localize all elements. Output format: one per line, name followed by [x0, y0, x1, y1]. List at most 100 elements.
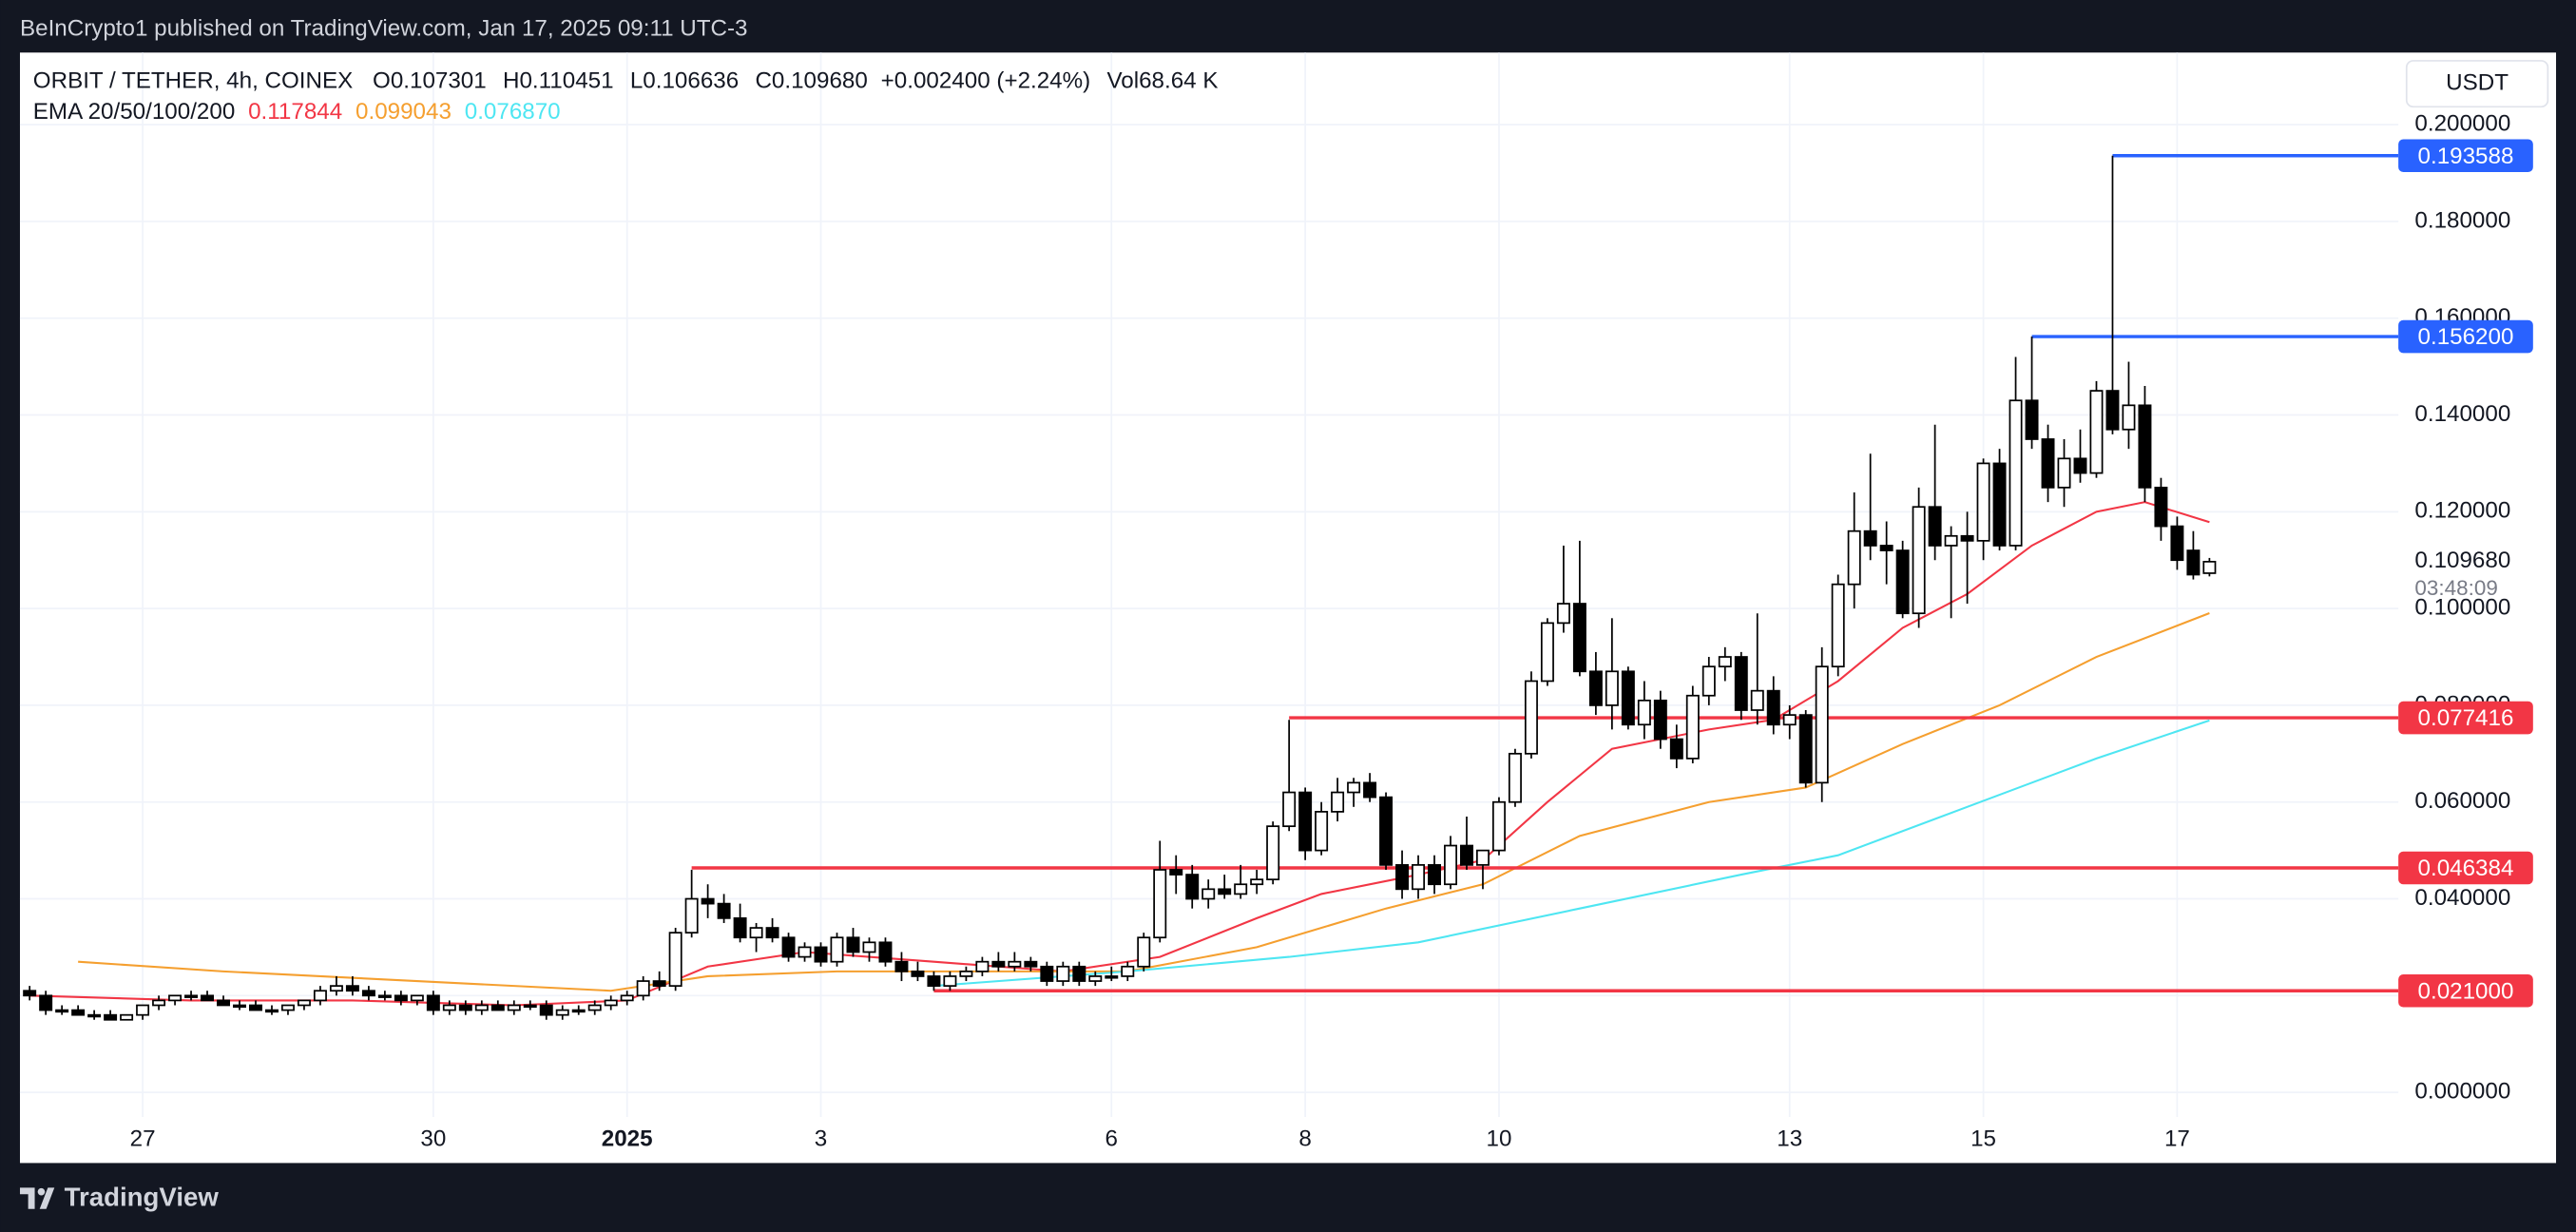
candle-body	[280, 1004, 295, 1011]
candle-body	[2057, 457, 2071, 489]
candle-body	[152, 999, 166, 1007]
candle-body	[249, 1004, 262, 1011]
level-label: 0.077416	[2418, 705, 2514, 731]
candle-body	[636, 980, 650, 997]
candle-body	[2089, 390, 2104, 474]
candle-body	[426, 994, 440, 1011]
ema-line	[78, 612, 2210, 992]
candle-body	[55, 1009, 69, 1013]
candle-body	[1831, 583, 1845, 668]
countdown: 03:48:09	[2414, 576, 2497, 600]
x-tick-label: 6	[1105, 1126, 1118, 1152]
currency-button[interactable]	[2405, 60, 2549, 108]
candle-body	[701, 897, 715, 905]
level-label-box	[2398, 973, 2533, 1008]
candle-body	[345, 985, 359, 992]
ohlc-key: C	[755, 68, 771, 94]
candle-body	[104, 1013, 118, 1021]
candle-body	[1701, 665, 1716, 697]
candle-body	[1315, 811, 1329, 852]
candle-body	[1944, 534, 1958, 547]
candle-body	[846, 936, 860, 953]
brand: TradingView	[65, 1183, 220, 1212]
candle-body	[765, 927, 779, 939]
candle-body	[2186, 549, 2201, 576]
candle-body	[1766, 689, 1780, 726]
candle-body	[1412, 864, 1426, 891]
candle-body	[1912, 506, 1926, 615]
x-tick-label: 15	[1970, 1126, 1996, 1152]
y-tick-label: 0.120000	[2414, 498, 2510, 524]
candle-body	[1976, 462, 1990, 542]
x-tick-label: 8	[1298, 1126, 1311, 1152]
last-price: 0.109680	[2414, 548, 2510, 573]
candle-body	[1428, 864, 1442, 886]
candle-body	[571, 1009, 586, 1013]
candle-body	[1734, 656, 1748, 711]
candle-body	[1782, 714, 1797, 726]
level-label-box	[2398, 851, 2533, 885]
candle-body	[1637, 699, 1651, 726]
candle-body	[361, 990, 375, 997]
candle-body	[1218, 888, 1232, 895]
x-tick-label: 3	[815, 1126, 827, 1152]
candle-body	[1508, 752, 1522, 803]
candle-body	[1234, 883, 1248, 895]
currency[interactable]: USDT	[2446, 70, 2509, 96]
candle-body	[490, 1004, 505, 1011]
candle-body	[1460, 844, 1473, 866]
ema-value: 0.117844	[248, 100, 342, 125]
candle-body	[201, 994, 215, 1002]
ohlc-key: O	[373, 68, 391, 94]
level-label: 0.193588	[2418, 144, 2514, 169]
candle-body	[264, 1009, 279, 1013]
candle-body	[1121, 965, 1135, 977]
candle-body	[1718, 656, 1732, 668]
candle-body	[474, 1004, 489, 1011]
candle-body	[1847, 529, 1861, 586]
candle-body	[2138, 404, 2152, 489]
candle-body	[120, 1013, 134, 1021]
y-tick-label: 0.180000	[2414, 207, 2510, 233]
ohlc-value: 0.109680	[772, 68, 868, 94]
candle-body	[814, 946, 828, 963]
candle-body	[894, 960, 909, 972]
candle-body	[604, 999, 618, 1007]
candle-body	[943, 975, 957, 987]
candle-body	[136, 1004, 150, 1016]
candle-body	[1750, 689, 1764, 711]
candle-body	[523, 1004, 537, 1009]
candle-body	[23, 990, 37, 997]
candle-body	[313, 990, 327, 1002]
candle-body	[2105, 390, 2120, 431]
candle-body	[2041, 438, 2055, 489]
y-tick-label: 0.000000	[2414, 1079, 2510, 1105]
candle-body	[1088, 975, 1103, 982]
candle-body	[555, 1009, 569, 1016]
candle-body	[2154, 487, 2168, 528]
candle-body	[1024, 960, 1038, 968]
symbol: ORBIT / TETHER, 4h, COINEX	[33, 68, 353, 94]
x-tick-label: 13	[1777, 1126, 1802, 1152]
candle-body	[1008, 960, 1022, 968]
candle-body	[1444, 844, 1457, 886]
y-tick-label: 0.060000	[2414, 788, 2510, 814]
x-tick-label: 10	[1487, 1126, 1512, 1152]
candle-body	[1250, 878, 1264, 886]
candle-body	[1960, 534, 1974, 542]
ohlc-value: 0.107301	[391, 68, 487, 94]
candle-body	[1992, 462, 2007, 547]
level-label-box	[2398, 701, 2533, 735]
candle-body	[1169, 869, 1183, 876]
candle-body	[652, 980, 666, 987]
plot	[23, 154, 2399, 1021]
candle-body	[1895, 549, 1910, 615]
candle-body	[1282, 791, 1297, 828]
level-label: 0.021000	[2418, 978, 2514, 1004]
candle-body	[668, 932, 682, 987]
overlay: 0.0000000.0200000.0400000.0600000.080000…	[33, 68, 2533, 1152]
candle-body	[71, 1009, 86, 1016]
candle-body	[1072, 965, 1086, 982]
candle-body	[911, 971, 925, 977]
